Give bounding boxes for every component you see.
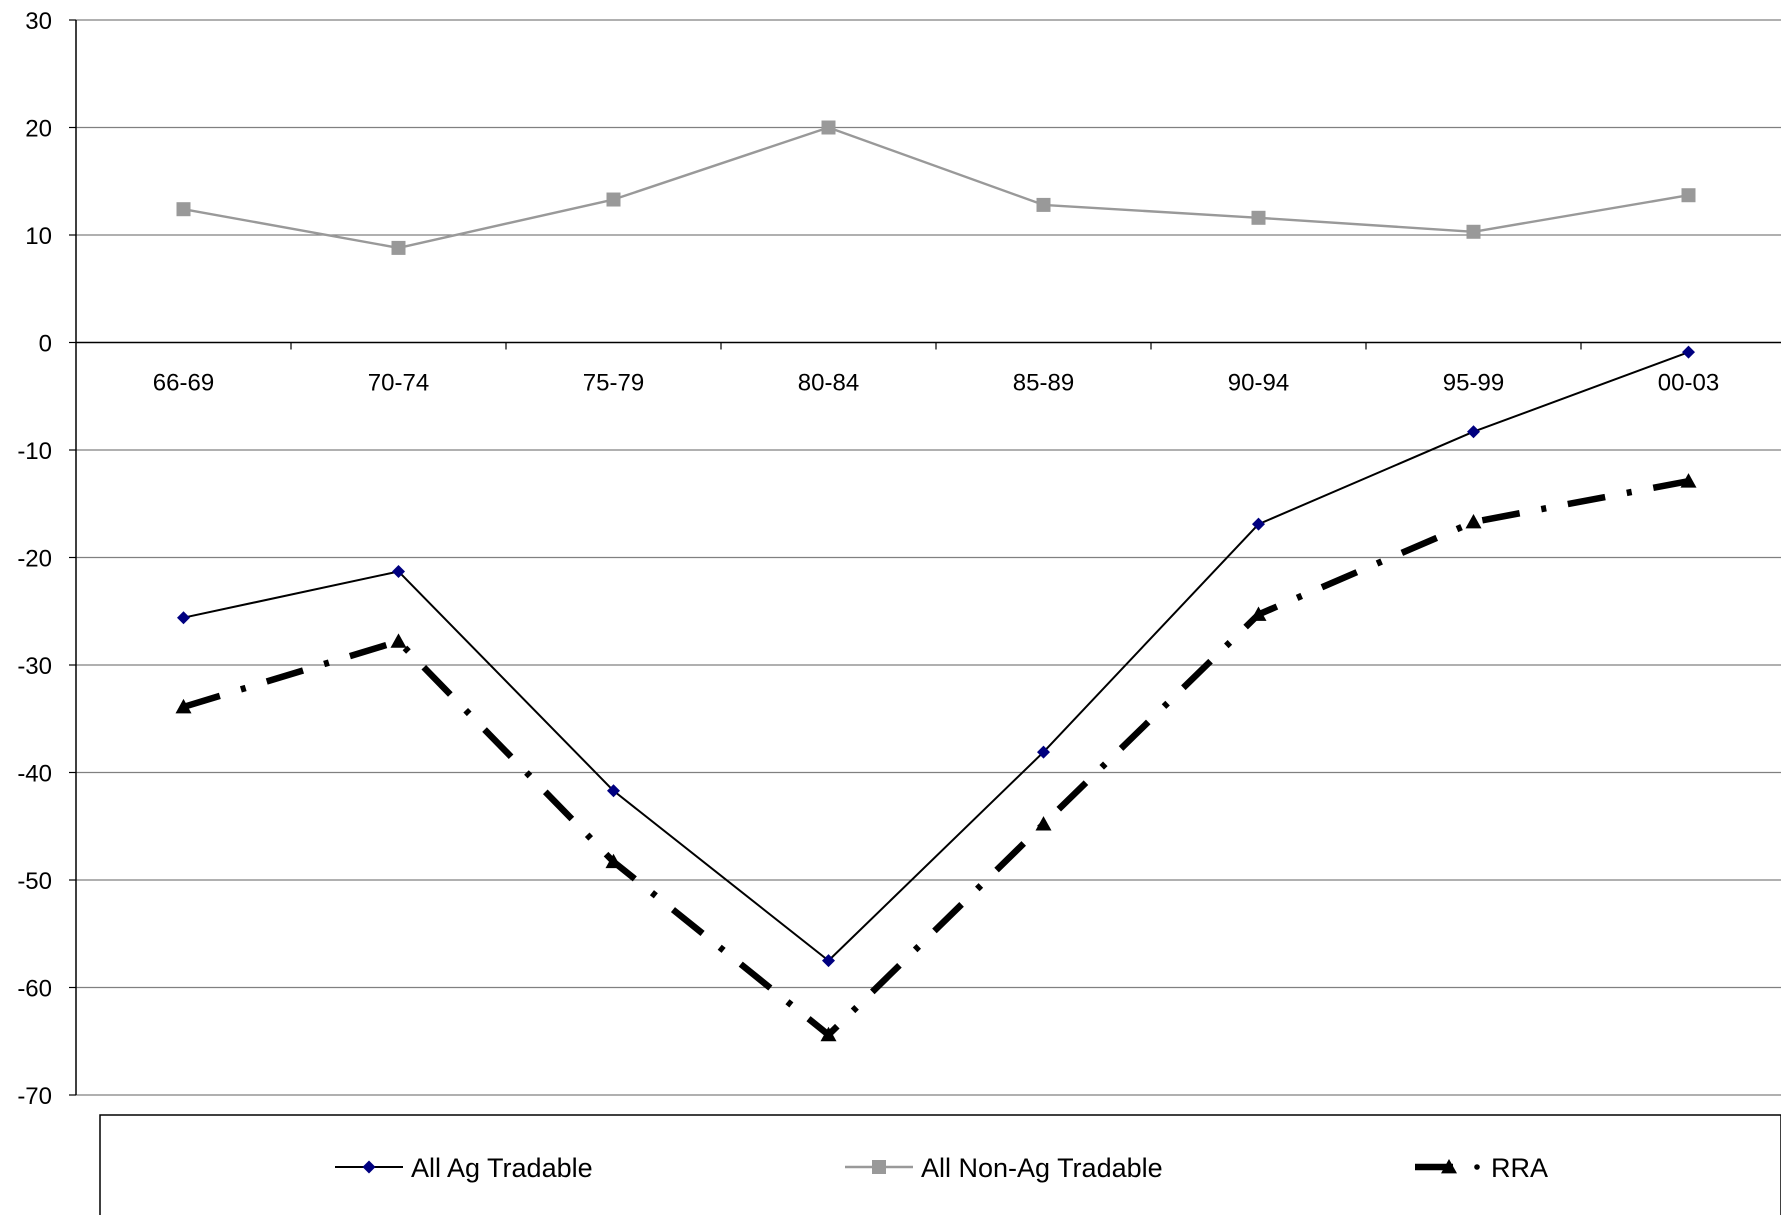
legend-label: RRA [1491,1153,1548,1183]
data-point-square [1036,197,1051,212]
legend-item: All Non-Ag Tradable [845,1153,1163,1183]
y-tick-label: -50 [17,868,52,895]
y-tick-label: 10 [25,223,52,250]
y-tick-label: -60 [17,976,52,1003]
data-point-square [391,240,406,255]
x-tick-label: 85-89 [1013,370,1074,397]
legend-box [99,1114,1781,1215]
data-point-diamond [1252,517,1265,531]
x-tick-label: 66-69 [153,370,214,397]
data-point-square [872,1160,886,1174]
y-tick-label: -20 [17,546,52,573]
data-point-triangle [1250,606,1267,621]
series-all-non-ag-tradable [176,120,1696,255]
legend-item: RRA [1415,1153,1548,1183]
data-point-triangle [175,698,192,714]
data-point-triangle [1035,816,1052,831]
data-point-square [1466,224,1481,239]
x-tick-label: 70-74 [368,370,429,397]
data-point-square [1251,210,1266,225]
data-point-diamond [607,784,620,798]
series-lines [175,120,1697,1042]
data-point-square [821,120,836,135]
series-all-ag-tradable [177,345,1695,968]
y-tick-label: 0 [39,331,52,358]
data-point-triangle [1465,514,1482,529]
data-point-triangle [820,1026,837,1042]
data-point-triangle [1441,1159,1457,1174]
y-tick-labels: 30 20 10 0 -10 -20 -30 -40 -50 -60 -70 [17,8,52,1110]
series-line [182,477,1690,1039]
data-point-diamond [1682,345,1695,359]
axes [69,19,1781,1096]
legend: All Ag Tradable All Non-Ag Tradable RRA [99,1114,1781,1215]
data-point-diamond [1037,745,1050,759]
series-line [183,126,1689,250]
y-tick-label: 20 [25,116,52,143]
y-tick-label: -10 [17,438,52,465]
data-point-triangle [390,633,407,648]
x-tick-label: 90-94 [1228,370,1289,397]
gridlines [76,19,1781,1096]
legend-item: All Ag Tradable [335,1153,593,1183]
data-point-diamond [362,1160,376,1174]
y-tick-label: -40 [17,761,52,788]
data-point-square [176,202,191,217]
x-tick-label: 00-03 [1658,370,1719,397]
legend-label: All Ag Tradable [411,1153,593,1183]
y-tick-label: -30 [17,653,52,680]
series-line [183,351,1689,962]
y-tick-label: -70 [17,1083,52,1110]
x-tick-labels: 66-69 70-74 75-79 80-84 85-89 90-94 95-99 00-03 [153,370,1719,397]
legend-label: All Non-Ag Tradable [921,1153,1163,1183]
x-tick-label: 95-99 [1443,370,1504,397]
x-tick-label: 80-84 [798,370,859,397]
data-point-triangle [1680,473,1697,488]
data-point-diamond [1467,425,1480,439]
data-point-square [606,192,621,207]
legend-dot [1474,1164,1480,1170]
data-point-diamond [177,611,190,625]
x-tick-label: 75-79 [583,370,644,397]
series-rra [175,473,1697,1042]
data-point-diamond [822,954,835,968]
data-point-diamond [392,564,405,578]
data-point-triangle [605,853,622,869]
y-tick-label: 30 [25,8,52,35]
data-point-square [1681,188,1696,203]
